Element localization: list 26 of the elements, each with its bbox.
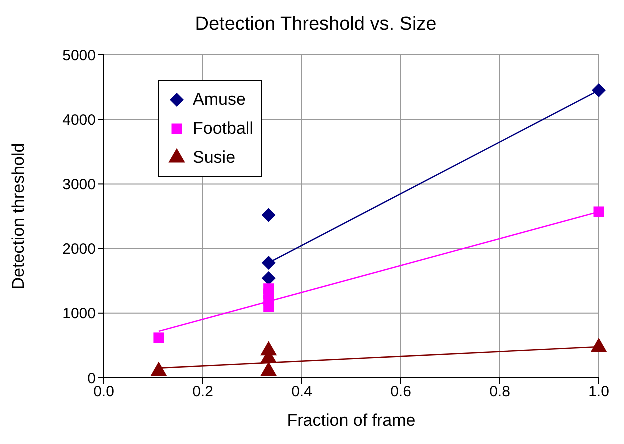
x-tick-label: 0.2 [192, 384, 214, 401]
x-tick-label: 0.8 [490, 384, 510, 401]
point [262, 256, 276, 270]
x-tick-label: 1.0 [588, 384, 610, 401]
point [262, 272, 276, 286]
x-axis-title: Fraction of frame [287, 411, 416, 430]
legend-label: Football [193, 118, 254, 138]
y-tick-label: 4000 [62, 112, 96, 129]
y-tick-label: 1000 [62, 306, 96, 323]
point [262, 208, 276, 222]
point [150, 362, 168, 376]
point [590, 338, 608, 352]
legend-label: Amuse [193, 90, 246, 110]
point [260, 362, 278, 376]
point [264, 284, 274, 294]
point [594, 206, 604, 218]
y-tick-label: 2000 [62, 241, 96, 258]
x-tick-label: 0.6 [390, 384, 412, 401]
y-tick-label: 3000 [62, 176, 96, 194]
y-axis-title: Detection threshold [9, 143, 28, 290]
x-tick-label: 0.0 [94, 384, 114, 401]
chart-title: Detection Threshold vs. Size [194, 14, 438, 36]
legend-label: Susie [193, 148, 236, 168]
y-tick-label: 5000 [62, 47, 96, 64]
y-tick-label: 0 [88, 370, 96, 388]
x-tick-label: 0.4 [292, 384, 312, 401]
